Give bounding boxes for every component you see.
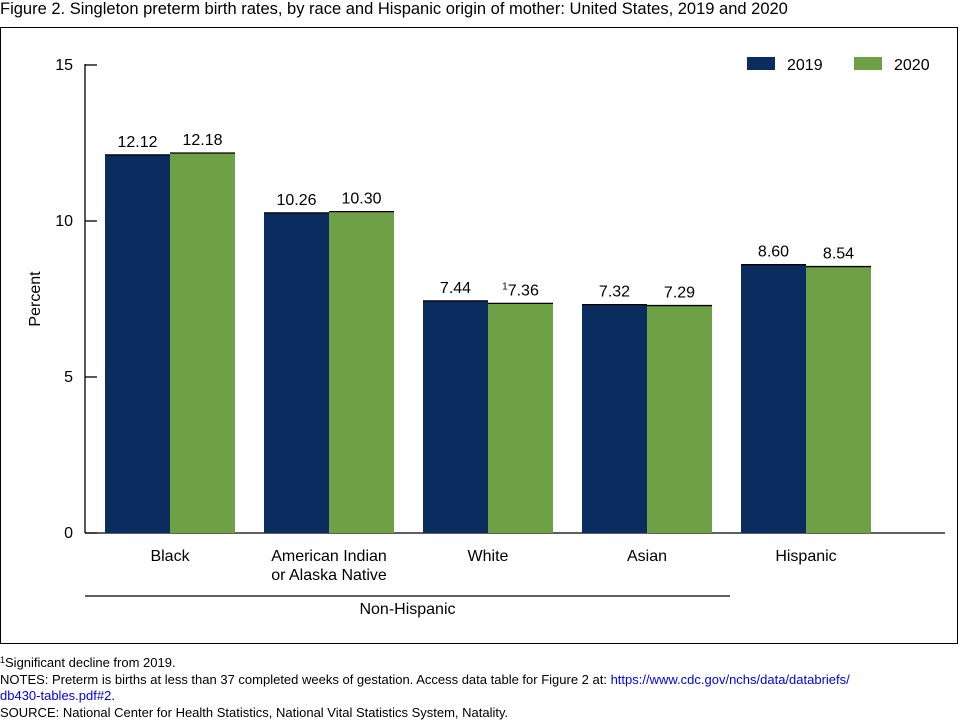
category-label: Hispanic: [775, 548, 836, 565]
data-table-link-cont[interactable]: db430-tables.pdf#2: [0, 688, 111, 703]
bar-2019: [264, 213, 329, 533]
bar-2020: [806, 267, 871, 533]
data-label: 12.12: [117, 134, 157, 151]
data-label: 10.30: [341, 191, 381, 208]
footnotes: 1Significant decline from 2019. NOTES: P…: [0, 655, 850, 721]
source-line: SOURCE: National Center for Health Stati…: [0, 705, 850, 721]
bar-2019: [423, 301, 488, 533]
notes-line: NOTES: Preterm is births at less than 37…: [0, 672, 850, 689]
category-label: American Indian: [271, 548, 387, 565]
notes-end: .: [111, 688, 115, 703]
data-label: 8.54: [823, 246, 854, 263]
notes-line-2: db430-tables.pdf#2.: [0, 688, 850, 705]
bar-chart: 0 5 10 15 Percent 12.12 12.18 Black 10.26 10.30 Am…: [1, 28, 957, 643]
bar-2020: [170, 153, 235, 533]
bar-2020: [647, 306, 712, 533]
y-tick-label: 10: [55, 213, 73, 230]
group-bracket-label: Non-Hispanic: [359, 601, 455, 618]
data-label: 7.32: [599, 284, 630, 301]
legend-swatch-2020: [854, 57, 882, 70]
legend-label: 2019: [787, 57, 823, 74]
legend-swatch-2019: [747, 57, 775, 70]
y-tick-label: 5: [64, 369, 73, 386]
data-label: 10.26: [276, 192, 316, 209]
footnote-significance-text: Significant decline from 2019.: [5, 655, 176, 670]
notes-text: NOTES: Preterm is births at less than 37…: [0, 672, 611, 687]
bar-2019: [582, 305, 647, 533]
data-label-value: 7.36: [508, 282, 539, 299]
category-label: or Alaska Native: [271, 567, 387, 584]
legend-label: 2020: [894, 57, 930, 74]
data-label: 7.29: [664, 285, 695, 302]
y-tick-label: 0: [64, 525, 73, 542]
figure-title: Figure 2. Singleton preterm birth rates,…: [0, 0, 788, 19]
category-label: Asian: [627, 548, 667, 565]
bar-2019: [741, 265, 806, 533]
data-label: 8.60: [758, 244, 789, 261]
chart-frame: 0 5 10 15 Percent 12.12 12.18 Black 10.26 10.30 Am…: [0, 27, 958, 644]
category-label: White: [468, 548, 509, 565]
category-label: Black: [150, 548, 190, 565]
y-tick-label: 15: [55, 57, 73, 74]
data-label: 7.44: [440, 280, 471, 297]
bar-2019: [105, 155, 170, 533]
bar-2020: [488, 303, 553, 533]
data-label: 17.36: [502, 281, 539, 299]
y-axis-title: Percent: [27, 271, 44, 327]
footnote-significance: 1Significant decline from 2019.: [0, 655, 850, 672]
data-table-link[interactable]: https://www.cdc.gov/nchs/data/databriefs…: [611, 672, 850, 687]
data-label: 12.18: [182, 132, 222, 149]
bar-2020: [329, 212, 394, 533]
